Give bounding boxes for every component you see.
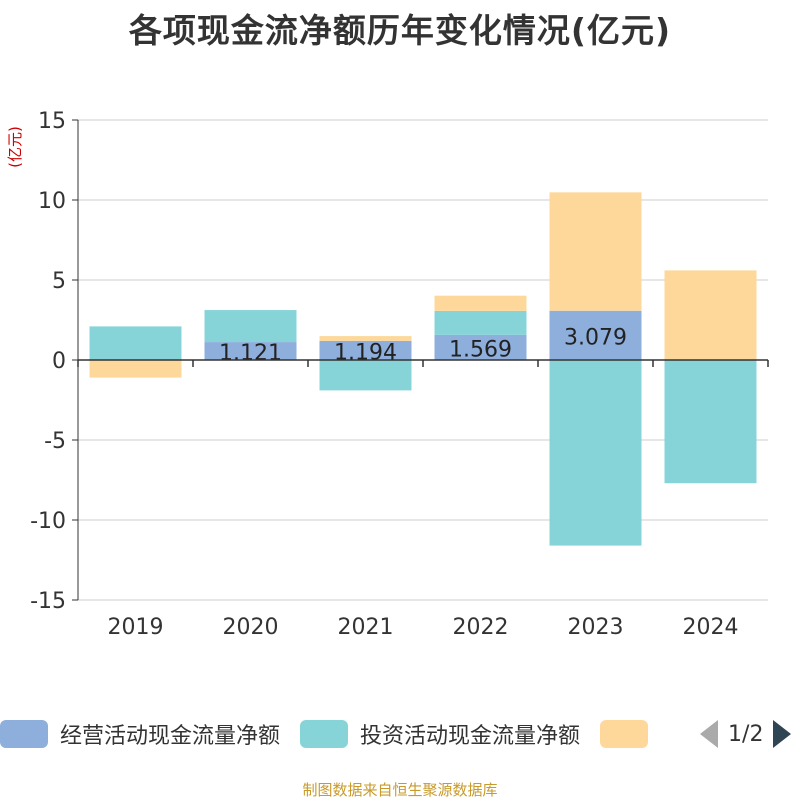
legend-item-investing[interactable]: 投资活动现金流量净额 [300,718,580,750]
bar-operating-2021 [319,340,412,360]
bar-financing-2019 [89,360,182,378]
bar-investing-2023 [549,360,642,546]
legend-swatch-operating [0,720,48,748]
y-tick-label: 5 [52,269,66,294]
y-tick-label: -15 [30,589,66,614]
bar-financing-2023 [549,192,642,311]
x-tick-label: 2019 [108,615,164,640]
legend-next-arrow-icon[interactable] [773,720,792,748]
chart-title: 各项现金流净额历年变化情况(亿元) [128,11,672,50]
bar-operating-2023 [549,310,642,360]
bar-investing-2024 [664,360,757,484]
x-tick-label: 2021 [338,615,394,640]
legend-pager: 1/2 [700,720,792,748]
x-tick-label: 2024 [683,615,739,640]
legend-prev-arrow-icon[interactable] [700,720,719,748]
y-tick-label: -10 [30,509,66,534]
data-label-2023: 3.079 [564,325,627,350]
y-tick-label: 15 [38,109,66,134]
legend-label-investing: 投资活动现金流量净额 [360,724,581,749]
data-label-2021: 1.194 [334,340,397,365]
y-tick-label: 0 [52,349,66,374]
bar-operating-2020 [204,342,297,360]
x-tick-label: 2022 [453,615,509,640]
y-tick-label: -5 [44,429,66,454]
bar-financing-2022 [434,295,527,311]
chart-legend: 经营活动现金流量净额 投资活动现金流量净额 1/2 [0,716,792,752]
data-label-2020: 1.121 [219,341,282,366]
bar-investing-2020 [204,310,297,343]
legend-label-operating: 经营活动现金流量净额 [60,724,281,749]
legend-swatch-financing [600,720,649,748]
data-source-footer: 制图数据来自恒生聚源数据库 [302,781,498,799]
data-label-2022: 1.569 [449,337,512,362]
x-tick-label: 2023 [568,615,624,640]
bar-financing-2024 [664,270,757,360]
bar-investing-2021 [319,360,412,391]
bar-operating-2022 [434,334,527,360]
legend-item-financing[interactable] [600,720,660,748]
x-tick-label: 2020 [223,615,279,640]
bar-investing-2022 [434,310,527,335]
legend-item-operating[interactable]: 经营活动现金流量净额 [0,718,280,750]
y-tick-label: 10 [38,189,66,214]
bar-financing-2021 [319,336,412,341]
legend-page-indicator: 1/2 [728,721,764,747]
legend-swatch-investing [300,720,349,748]
y-axis-unit-label: (亿元) [6,126,24,168]
bar-investing-2019 [89,326,182,360]
